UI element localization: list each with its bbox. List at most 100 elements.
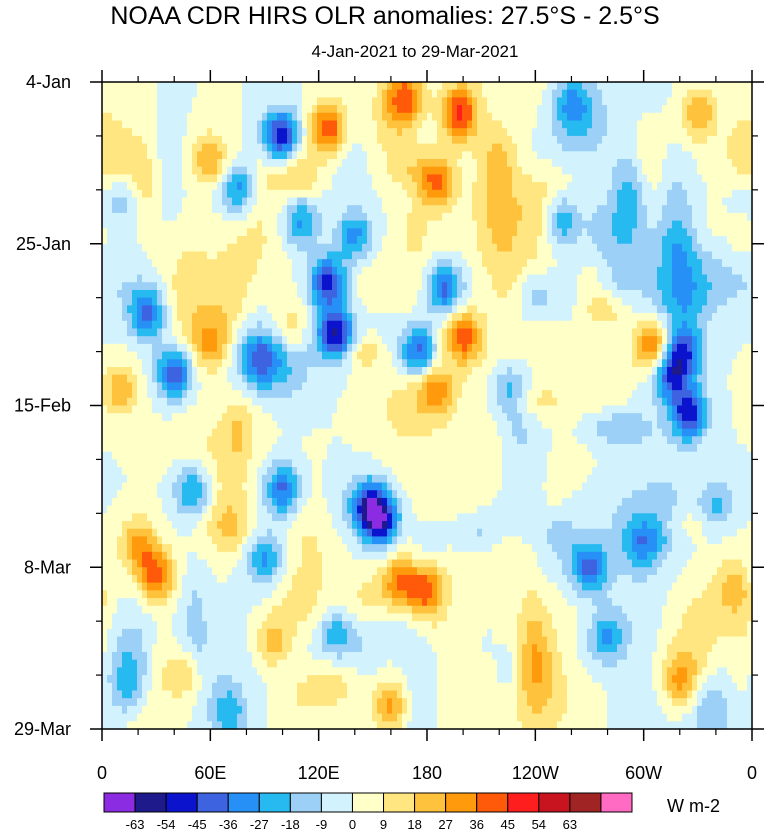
field-cell bbox=[197, 174, 203, 183]
field-cell bbox=[487, 128, 493, 137]
field-cell bbox=[222, 313, 228, 322]
field-cell bbox=[142, 166, 148, 176]
field-cell bbox=[742, 120, 748, 129]
field-cell bbox=[367, 343, 373, 353]
field-cell bbox=[682, 182, 688, 191]
field-cell bbox=[187, 166, 193, 176]
field-cell bbox=[152, 313, 158, 322]
field-cell bbox=[562, 174, 568, 183]
field-cell bbox=[307, 243, 313, 253]
field-cell bbox=[737, 89, 743, 98]
field-cell bbox=[717, 305, 723, 314]
field-cell bbox=[137, 135, 143, 145]
field-cell bbox=[132, 228, 138, 237]
field-cell bbox=[722, 305, 728, 314]
field-cell bbox=[477, 320, 483, 330]
field-cell bbox=[252, 236, 258, 245]
field-cell bbox=[107, 174, 113, 183]
field-cell bbox=[442, 305, 448, 314]
field-cell bbox=[522, 212, 528, 222]
field-cell bbox=[417, 197, 423, 206]
field-cell bbox=[127, 182, 133, 191]
field-cell bbox=[432, 251, 438, 260]
field-cell bbox=[282, 197, 288, 206]
field-cell bbox=[452, 220, 458, 229]
field-cell bbox=[527, 212, 533, 222]
field-cell bbox=[387, 128, 393, 137]
field-cell bbox=[327, 89, 333, 98]
field-cell bbox=[697, 320, 703, 330]
field-cell bbox=[342, 189, 348, 199]
field-cell bbox=[437, 159, 443, 168]
field-cell bbox=[122, 297, 128, 306]
field-cell bbox=[597, 97, 603, 106]
field-cell bbox=[467, 251, 473, 260]
field-cell bbox=[262, 105, 268, 114]
field-cell bbox=[497, 151, 503, 160]
field-cell bbox=[457, 251, 463, 260]
field-cell bbox=[132, 197, 138, 206]
field-cell bbox=[422, 243, 428, 253]
field-cell bbox=[257, 120, 263, 129]
field-cell bbox=[637, 228, 643, 237]
field-cell bbox=[392, 313, 398, 322]
field-cell bbox=[747, 89, 753, 98]
field-cell bbox=[712, 328, 718, 337]
field-cell bbox=[517, 328, 523, 337]
field-cell bbox=[132, 274, 138, 283]
field-cell bbox=[742, 228, 748, 237]
field-cell bbox=[117, 359, 123, 368]
field-cell bbox=[112, 97, 118, 106]
field-cell bbox=[447, 282, 453, 291]
field-cell bbox=[197, 320, 203, 330]
field-cell bbox=[362, 189, 368, 199]
field-cell bbox=[267, 374, 273, 383]
field-cell bbox=[412, 151, 418, 160]
field-cell bbox=[557, 336, 563, 345]
field-cell bbox=[172, 351, 178, 360]
field-cell bbox=[297, 197, 303, 206]
field-cell bbox=[237, 105, 243, 114]
field-cell bbox=[722, 112, 728, 122]
field-cell bbox=[407, 166, 413, 176]
field-cell bbox=[212, 205, 218, 214]
field-cell bbox=[567, 313, 573, 322]
field-cell bbox=[607, 351, 613, 360]
field-cell bbox=[702, 82, 708, 91]
field-cell bbox=[732, 159, 738, 168]
field-cell bbox=[272, 297, 278, 306]
field-cell bbox=[452, 274, 458, 283]
field-cell bbox=[662, 97, 668, 106]
field-cell bbox=[497, 159, 503, 168]
field-cell bbox=[232, 359, 238, 368]
field-cell bbox=[447, 159, 453, 168]
field-cell bbox=[492, 305, 498, 314]
field-cell bbox=[527, 220, 533, 229]
field-cell bbox=[402, 313, 408, 322]
field-cell bbox=[167, 297, 173, 306]
field-cell bbox=[162, 313, 168, 322]
field-cell bbox=[142, 112, 148, 122]
field-cell bbox=[127, 174, 133, 183]
field-cell bbox=[657, 174, 663, 183]
field-cell bbox=[547, 266, 553, 276]
field-cell bbox=[487, 212, 493, 222]
field-cell bbox=[122, 320, 128, 330]
field-cell bbox=[532, 366, 538, 376]
field-cell bbox=[547, 282, 553, 291]
field-cell bbox=[662, 82, 668, 91]
field-cell bbox=[307, 266, 313, 276]
field-cell bbox=[512, 159, 518, 168]
field-cell bbox=[352, 251, 358, 260]
field-cell bbox=[567, 297, 573, 306]
field-cell bbox=[517, 259, 523, 268]
field-cell bbox=[172, 120, 178, 129]
field-cell bbox=[502, 251, 508, 260]
field-cell bbox=[202, 313, 208, 322]
field-cell bbox=[327, 135, 333, 145]
field-cell bbox=[342, 228, 348, 237]
field-cell bbox=[357, 336, 363, 345]
field-cell bbox=[497, 359, 503, 368]
field-cell bbox=[497, 120, 503, 129]
field-cell bbox=[352, 297, 358, 306]
